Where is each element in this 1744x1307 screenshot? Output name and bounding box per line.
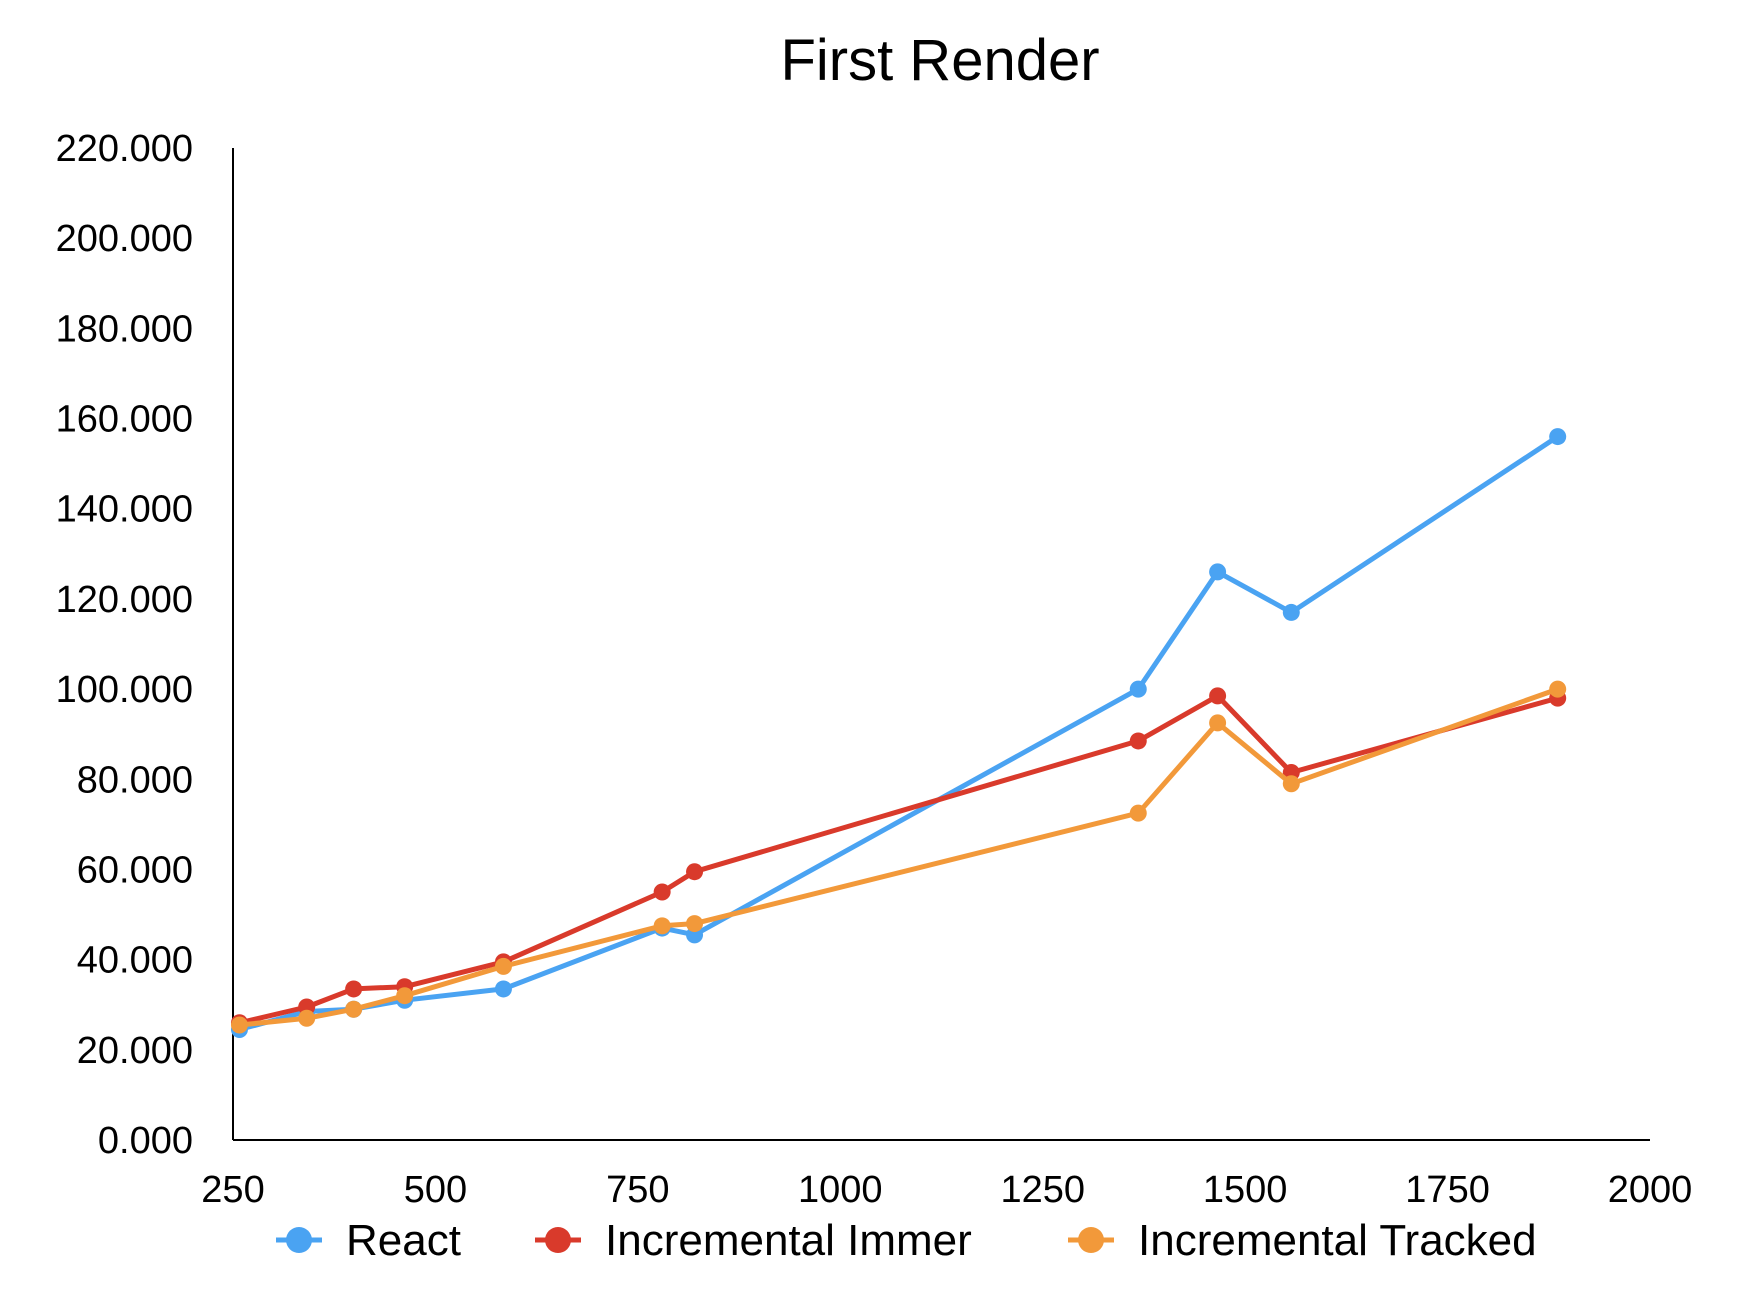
data-point-react [494, 980, 512, 998]
x-tick-label: 1250 [1000, 1169, 1085, 1211]
data-point-incremental-tracked [396, 987, 414, 1005]
series-react [230, 428, 1567, 1039]
legend-marker-react [286, 1227, 312, 1253]
chart-title: First Render [780, 28, 1099, 93]
series-line-incremental-tracked [237, 686, 1561, 1028]
y-axis-ticks: 0.000 20.000 40.000 60.000 80.000 100.000 120.… [56, 128, 193, 1162]
data-point-incremental-tracked [1209, 714, 1227, 732]
series-incremental-tracked [230, 680, 1567, 1034]
data-point-incremental-tracked [686, 915, 704, 933]
x-tick-label: 1500 [1203, 1169, 1288, 1211]
legend-item-react: React [276, 1216, 461, 1265]
x-tick-label: 750 [606, 1169, 669, 1211]
series-incremental-immer [230, 687, 1567, 1032]
data-point-incremental-tracked [298, 1009, 316, 1027]
x-tick-label: 1750 [1405, 1169, 1490, 1211]
legend-item-incremental-tracked: Incremental Tracked [1068, 1216, 1537, 1265]
x-tick-label: 2000 [1608, 1169, 1693, 1211]
legend-marker-incremental-tracked [1078, 1227, 1104, 1253]
axes [232, 148, 1650, 1141]
data-point-react [1129, 680, 1147, 698]
data-point-incremental-immer [1209, 687, 1227, 705]
y-tick-label: 140.000 [56, 489, 193, 531]
legend-item-incremental-immer: Incremental Immer [535, 1216, 972, 1265]
data-point-incremental-immer [1129, 732, 1147, 750]
series-line-react [237, 434, 1561, 1032]
x-tick-label: 500 [404, 1169, 467, 1211]
data-point-incremental-immer [345, 980, 363, 998]
x-axis-ticks: 250 500 750 1000 1250 1500 1750 2000 [201, 1169, 1692, 1211]
y-tick-label: 120.000 [56, 579, 193, 621]
data-point-incremental-tracked [1549, 680, 1567, 698]
data-point-incremental-tracked [1129, 804, 1147, 822]
data-point-react [1282, 603, 1300, 621]
y-tick-label: 220.000 [56, 128, 193, 170]
data-point-incremental-tracked [1282, 775, 1300, 793]
data-point-react [1209, 563, 1227, 581]
y-tick-label: 160.000 [56, 399, 193, 441]
data-point-incremental-tracked [653, 917, 671, 935]
y-tick-label: 80.000 [77, 759, 193, 801]
y-tick-label: 200.000 [56, 218, 193, 260]
y-tick-label: 0.000 [98, 1120, 193, 1162]
data-point-incremental-immer [653, 883, 671, 901]
y-tick-label: 100.000 [56, 669, 193, 711]
data-point-incremental-immer [686, 863, 704, 881]
series-layer [230, 428, 1567, 1039]
data-point-incremental-tracked [494, 957, 512, 975]
legend: React Incremental Immer Incremental Tracke… [276, 1216, 1537, 1265]
series-line-incremental-immer [237, 693, 1561, 1026]
y-tick-label: 40.000 [77, 940, 193, 982]
data-point-react [1549, 428, 1567, 446]
data-point-incremental-tracked [230, 1016, 248, 1034]
legend-marker-incremental-immer [545, 1227, 571, 1253]
legend-label: Incremental Immer [605, 1216, 972, 1265]
y-tick-label: 60.000 [77, 849, 193, 891]
x-tick-label: 1000 [798, 1169, 883, 1211]
legend-label: React [346, 1216, 461, 1265]
legend-label: Incremental Tracked [1138, 1216, 1537, 1265]
y-tick-label: 180.000 [56, 308, 193, 350]
x-tick-label: 250 [201, 1169, 264, 1211]
data-point-incremental-tracked [345, 1000, 363, 1018]
y-tick-label: 20.000 [77, 1030, 193, 1072]
